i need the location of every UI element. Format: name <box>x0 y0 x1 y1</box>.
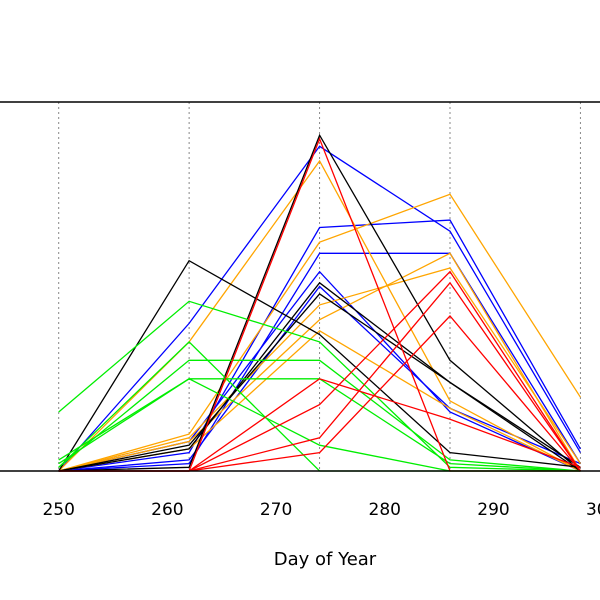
series-line-red-21 <box>58 270 581 472</box>
series-line-black-13 <box>58 281 581 472</box>
x-tick-label: 280 <box>369 500 401 520</box>
x-tick-label: 250 <box>42 500 74 520</box>
x-tick-label: 270 <box>260 500 292 520</box>
series-line-green-15 <box>58 300 581 472</box>
series-line-blue-3 <box>58 252 581 472</box>
x-axis-label: Day of Year <box>274 549 377 570</box>
plot-frame <box>0 101 600 472</box>
x-tick-label: 290 <box>477 500 509 520</box>
series-line-blue-4 <box>58 285 581 472</box>
series-line-blue-1 <box>58 145 581 472</box>
vertical-grid <box>58 102 581 471</box>
series-line-black-12 <box>58 133 581 472</box>
x-tick-labels: 250 260 270 280 290 300 <box>42 500 600 520</box>
series-line-black-14 <box>58 293 581 472</box>
series-line-orange-9 <box>58 252 581 472</box>
series-line-green-17 <box>58 359 581 472</box>
series-line-orange-7 <box>58 193 581 472</box>
series-line-black-11 <box>58 259 581 472</box>
x-tick-label: 260 <box>151 500 183 520</box>
x-tick-label: 300 <box>586 500 600 520</box>
series-line-blue-5 <box>58 270 581 472</box>
series-line-orange-8 <box>58 267 581 472</box>
series-line-orange-6 <box>58 159 581 472</box>
series-line-blue-2 <box>58 219 581 472</box>
